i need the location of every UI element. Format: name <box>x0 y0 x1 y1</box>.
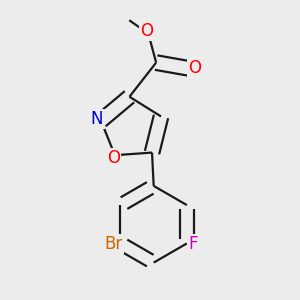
Text: Br: Br <box>104 235 122 253</box>
Text: O: O <box>107 149 120 167</box>
Text: N: N <box>91 110 103 128</box>
Text: F: F <box>188 235 198 253</box>
Text: O: O <box>140 22 153 40</box>
Text: O: O <box>188 59 202 77</box>
